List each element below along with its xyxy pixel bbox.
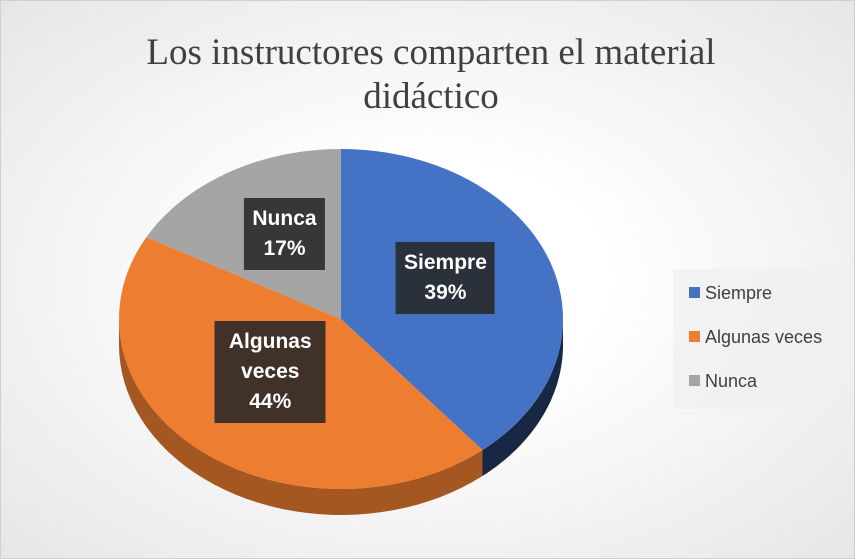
data-label: Algunas veces 44% (214, 321, 326, 424)
data-label-value: 39% (424, 281, 467, 305)
slice-side (119, 319, 483, 515)
legend-swatch (689, 331, 700, 342)
data-label: Siempre 39% (396, 242, 495, 315)
legend-swatch (689, 287, 700, 298)
data-label-category: Algunas veces (228, 330, 312, 384)
data-label-value: 17% (263, 236, 306, 260)
data-label: Nunca 17% (244, 197, 325, 270)
legend: Siempre Algunas veces Nunca (673, 269, 849, 409)
data-label-value: 44% (249, 390, 292, 414)
legend-label: Nunca (705, 371, 758, 391)
legend-entry: Siempre (689, 283, 772, 304)
data-label-category: Nunca (252, 206, 317, 230)
legend-swatch (689, 375, 700, 386)
slice (146, 149, 341, 319)
chart-title: Los instructores comparten el material d… (146, 32, 716, 117)
legend-label: Siempre (705, 283, 773, 303)
legend-entry: Algunas veces (689, 327, 822, 348)
legend-entry: Nunca (689, 371, 757, 392)
slice-side (482, 319, 563, 476)
legend-label: Algunas veces (705, 327, 823, 347)
data-label-category: Siempre (404, 251, 487, 275)
